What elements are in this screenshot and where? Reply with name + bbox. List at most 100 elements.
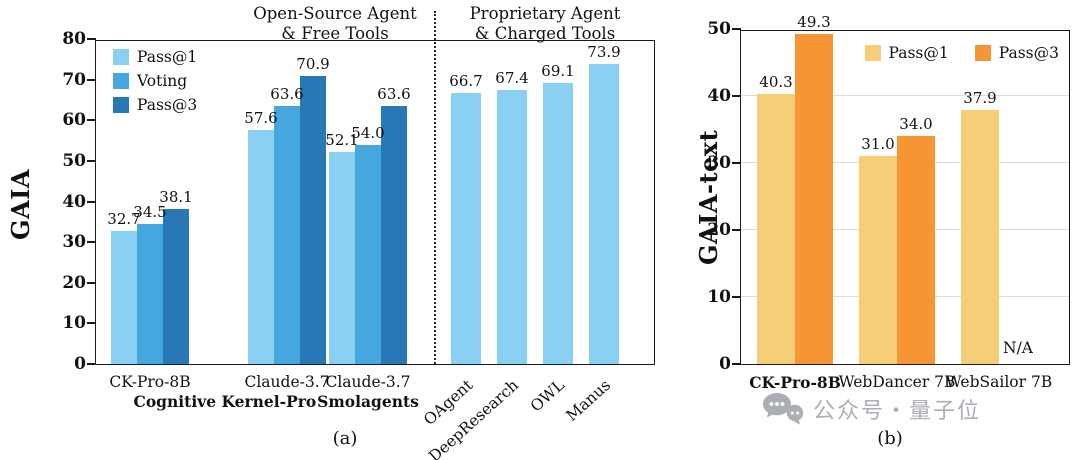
plot-area-a: 0 10 20 30 40 50 60 70 80 32.7 34.5 38.1 CK-Pro-8B 57… — [62, 11, 655, 460]
y-tick-mark — [87, 38, 96, 40]
y-tick-label: 80 — [62, 29, 86, 49]
bar-value-label: 34.5 — [133, 202, 167, 221]
x-group-sublabel: Smolagents — [317, 392, 419, 411]
legend-swatch — [974, 45, 991, 61]
y-tick-label: 50 — [62, 150, 86, 171]
bar-value-label: 66.7 — [449, 72, 483, 91]
x-group-label: WebDancer 7B — [838, 373, 956, 391]
y-tick-mark — [732, 95, 741, 97]
legend-item: Voting — [113, 72, 197, 90]
gridline — [741, 95, 1069, 96]
x-rotated-label: Manus — [562, 376, 615, 425]
bar — [451, 93, 481, 364]
y-tick-mark — [732, 363, 741, 365]
y-tick-mark — [87, 322, 96, 325]
y-tick-mark — [732, 296, 741, 298]
bar — [497, 90, 527, 364]
legend-swatch — [113, 73, 129, 89]
y-tick-mark — [87, 159, 96, 162]
x-group-label: Claude-3.7 — [244, 373, 330, 391]
bar-value-label: 32.7 — [107, 210, 141, 229]
bar-value-label: 40.3 — [759, 73, 793, 91]
legend-label: Pass@3 — [137, 96, 198, 114]
legend-item: Pass@3 — [113, 96, 197, 114]
bar — [329, 152, 355, 364]
bar — [757, 94, 795, 364]
legend-label: Voting — [137, 72, 188, 90]
watermark: 公众号・量子位 — [762, 392, 981, 426]
y-tick-mark — [87, 78, 96, 81]
legend-swatch — [113, 97, 129, 113]
bar-value-label: 63.6 — [270, 84, 304, 103]
y-tick-label: 10 — [62, 313, 86, 334]
y-tick-label: 0 — [74, 354, 86, 374]
y-tick-mark — [87, 119, 96, 122]
bar-value-label: 69.1 — [541, 62, 575, 81]
na-label: N/A — [1003, 339, 1033, 357]
y-tick-mark — [732, 28, 741, 30]
plot-area-b: 0 10 20 30 40 50 40.3 49.3 CK-Pro-8B 31.0 34.0 WebD… — [707, 13, 1070, 392]
y-tick-mark — [87, 363, 96, 365]
section-divider — [434, 11, 436, 364]
y-tick-mark — [732, 229, 741, 231]
bar-value-label: 73.9 — [587, 42, 621, 61]
bar — [163, 209, 189, 364]
bar-value-label: 31.0 — [861, 135, 895, 154]
legend-label: Pass@1 — [888, 44, 949, 62]
bar-value-label: 54.0 — [351, 123, 385, 142]
bar-value-label: 70.9 — [296, 54, 330, 73]
x-group-label: CK-Pro-8B — [749, 373, 841, 392]
y-axis-label-gaia: GAIA — [6, 169, 35, 241]
y-tick-label: 70 — [62, 69, 86, 90]
legend-item: Pass@1 — [864, 44, 949, 62]
y-tick-mark — [87, 281, 96, 284]
bar — [355, 144, 381, 364]
bar — [137, 223, 163, 364]
y-axis-label-gaia-text: GAIA-text — [694, 129, 723, 266]
bar — [274, 105, 300, 364]
legend-label: Pass@1 — [137, 48, 198, 66]
bar-value-label: 67.4 — [495, 69, 529, 88]
bar — [795, 33, 833, 364]
bar-value-label: 37.9 — [963, 89, 997, 108]
section-title-open-source: Open-Source Agent & Free Tools — [253, 4, 417, 43]
y-tick-label: 0 — [719, 354, 731, 374]
bar-value-label: 34.0 — [899, 115, 933, 134]
x-group-sublabel: Cognitive Kernel-Pro — [133, 392, 317, 411]
bar — [543, 83, 573, 364]
bar — [248, 130, 274, 364]
bar — [859, 156, 897, 364]
watermark-text: 公众号・量子位 — [813, 399, 982, 424]
y-tick-label: 20 — [62, 272, 86, 293]
bar — [589, 63, 619, 364]
x-rotated-label: OWL — [527, 376, 569, 416]
bar-value-label: 38.1 — [159, 188, 193, 207]
legend: Pass@1 Pass@3 — [864, 44, 1059, 62]
y-tick-label: 40 — [62, 191, 86, 212]
y-tick-label: 40 — [707, 86, 731, 106]
legend-swatch — [113, 49, 129, 65]
legend-swatch — [864, 45, 881, 61]
bar — [381, 105, 407, 364]
section-title-proprietary: Proprietary Agent & Charged Tools — [469, 4, 621, 43]
wechat-chat-bubbles-icon — [763, 393, 804, 425]
y-tick-label: 30 — [62, 232, 86, 253]
caption-b: (b) — [877, 428, 903, 449]
bar — [897, 136, 935, 364]
y-tick-mark — [87, 241, 96, 244]
bar — [111, 231, 137, 364]
bar-value-label: 57.6 — [244, 109, 278, 127]
x-group-label: CK-Pro-8B — [109, 373, 191, 391]
legend-item: Pass@1 — [113, 48, 197, 66]
bar-value-label: 52.1 — [325, 131, 359, 150]
y-tick-label: 20 — [707, 220, 731, 240]
bar — [300, 75, 326, 364]
legend-label: Pass@3 — [998, 44, 1059, 62]
y-tick-label: 50 — [707, 19, 731, 39]
y-tick-mark — [732, 162, 741, 164]
x-group-label: Claude-3.7 — [325, 373, 411, 391]
bar — [961, 110, 999, 364]
legend-item: Pass@3 — [974, 44, 1059, 62]
y-tick-mark — [87, 200, 96, 203]
